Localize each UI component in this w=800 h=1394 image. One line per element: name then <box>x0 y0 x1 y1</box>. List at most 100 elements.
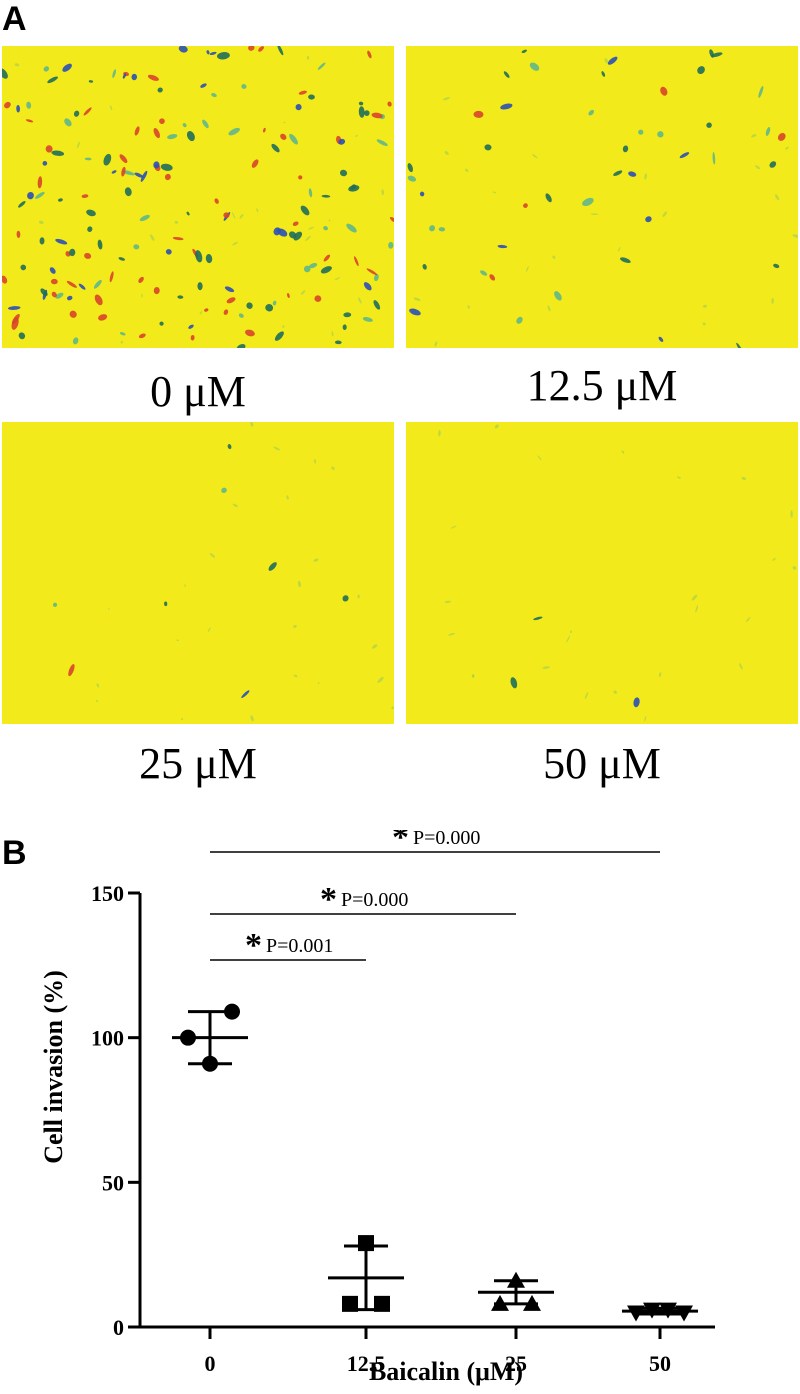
cell <box>200 83 207 88</box>
cell <box>712 151 716 165</box>
texture-speck <box>232 503 238 507</box>
cell <box>42 160 48 166</box>
cell <box>26 101 32 109</box>
cell <box>314 295 322 302</box>
cell <box>503 71 510 78</box>
texture-speck <box>537 455 542 461</box>
cell <box>358 101 364 106</box>
cell <box>197 282 203 291</box>
cell <box>338 138 346 145</box>
cell <box>376 139 388 146</box>
cell <box>84 252 92 259</box>
cell <box>134 172 144 178</box>
cell <box>777 132 786 141</box>
texture-speck <box>532 154 538 159</box>
cell <box>147 74 159 81</box>
cell <box>407 163 413 173</box>
texture-speck <box>751 134 757 138</box>
cell <box>37 176 43 189</box>
texture-speck <box>792 234 798 238</box>
p-value-label: P=0.000 <box>341 889 408 911</box>
cell <box>274 331 284 341</box>
cell <box>521 49 527 54</box>
texture-speck <box>313 558 319 562</box>
cell <box>582 197 594 207</box>
cell <box>206 50 210 55</box>
micrograph-cells <box>438 424 797 722</box>
y-tick-label: 50 <box>102 1170 124 1195</box>
x-axis-label: Baicalin (μM) <box>369 1357 523 1386</box>
cell <box>68 664 75 677</box>
cell <box>51 150 65 156</box>
micrograph-cells <box>2 46 394 348</box>
cell <box>638 129 644 135</box>
cell <box>601 71 606 77</box>
texture-speck <box>250 422 254 427</box>
cell <box>138 333 146 339</box>
texture-speck <box>120 340 124 344</box>
cell <box>298 90 307 95</box>
texture-speck <box>566 635 570 643</box>
texture-speck <box>305 235 311 241</box>
texture-speck <box>695 605 699 613</box>
cell <box>245 329 255 337</box>
cell <box>47 76 58 84</box>
cell <box>769 161 777 168</box>
cell <box>422 264 427 270</box>
cell <box>292 221 299 226</box>
texture-speck <box>184 584 186 588</box>
texture-speck <box>256 208 259 212</box>
cell <box>131 73 138 81</box>
micrograph-cells <box>52 422 394 722</box>
cell <box>366 268 378 276</box>
cell <box>86 209 96 217</box>
cell <box>280 133 287 140</box>
texture-speck <box>306 55 310 60</box>
cell <box>346 223 357 233</box>
cell <box>317 62 326 70</box>
cell <box>529 62 540 71</box>
cell <box>387 101 392 107</box>
texture-speck <box>471 674 475 678</box>
cell <box>221 487 227 493</box>
texture-speck <box>282 325 285 328</box>
texture-speck <box>450 525 457 529</box>
x-tick-label: 50 <box>649 1351 671 1376</box>
cell <box>241 690 250 699</box>
cell <box>103 153 112 166</box>
cell <box>202 119 209 129</box>
y-tick-label: 0 <box>113 1315 124 1340</box>
cell <box>389 217 394 223</box>
cell <box>545 193 552 203</box>
texture-speck <box>442 97 450 101</box>
texture-speck <box>250 715 254 722</box>
cell <box>628 171 637 177</box>
cell <box>27 191 34 200</box>
y-tick-label: 100 <box>91 1026 124 1051</box>
micrograph-label-25um: 25 μM <box>139 739 257 788</box>
cell <box>241 84 247 89</box>
cell <box>607 56 618 65</box>
cell <box>35 191 45 199</box>
data-point <box>374 1295 390 1312</box>
texture-speck <box>467 305 470 309</box>
cell <box>2 275 8 284</box>
x-tick-label: 0 <box>205 1351 216 1376</box>
texture-speck <box>180 718 184 721</box>
cell <box>94 294 103 306</box>
cell <box>119 154 128 164</box>
data-point <box>627 1305 645 1322</box>
data-point <box>507 1271 525 1288</box>
texture-speck <box>702 304 707 308</box>
cell <box>277 46 284 56</box>
cell <box>64 118 72 127</box>
cell <box>510 677 518 689</box>
cell <box>758 85 764 98</box>
cell <box>679 152 690 159</box>
texture-speck <box>785 146 789 150</box>
micrograph-label-50um: 50 μM <box>543 739 661 788</box>
cell <box>765 126 771 136</box>
texture-speck <box>96 699 99 703</box>
cell <box>497 244 508 249</box>
